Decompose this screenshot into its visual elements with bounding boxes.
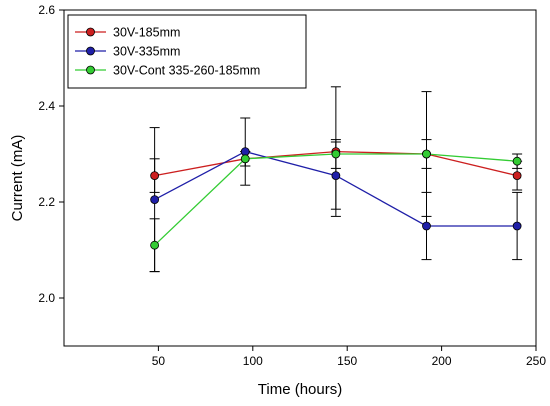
data-point <box>240 154 250 164</box>
axis-ticks: 50 100 150 200 250 2.0 2.2 2.4 2.6 <box>38 3 546 368</box>
legend-marker <box>86 65 95 75</box>
data-point <box>512 171 522 181</box>
data-point <box>150 195 160 205</box>
data-point <box>150 240 160 250</box>
data-point <box>512 221 522 231</box>
legend-marker <box>86 27 95 37</box>
y-tick-label: 2.2 <box>38 195 55 209</box>
data-point <box>422 149 431 159</box>
series-marks <box>149 86 523 273</box>
y-tick-label: 2.4 <box>38 99 55 113</box>
plot-frame <box>63 9 537 347</box>
data-point <box>331 149 341 159</box>
x-tick-label: 250 <box>526 354 546 368</box>
data-point <box>150 171 160 181</box>
x-tick-label: 150 <box>337 354 357 368</box>
legend-label: 30V-335mm <box>113 45 180 59</box>
x-tick-label: 200 <box>432 354 452 368</box>
legend-label: 30V-185mm <box>113 26 180 40</box>
y-tick-label: 2.0 <box>38 291 55 305</box>
data-point <box>331 171 341 181</box>
x-tick-label: 50 <box>152 354 166 368</box>
data-point <box>512 156 522 166</box>
legend-label: 30V-Cont 335-260-185mm <box>113 64 260 78</box>
y-tick-label: 2.6 <box>38 3 55 17</box>
x-axis-title: Time (hours) <box>258 381 342 398</box>
legend: 30V-185mm 30V-335mm 30V-Cont 335-260-185mm <box>67 14 307 89</box>
x-tick-label: 100 <box>243 354 263 368</box>
legend-box <box>67 14 307 89</box>
y-axis-title: Current (mA) <box>9 135 26 222</box>
legend-marker <box>86 46 95 56</box>
data-point <box>422 221 431 231</box>
